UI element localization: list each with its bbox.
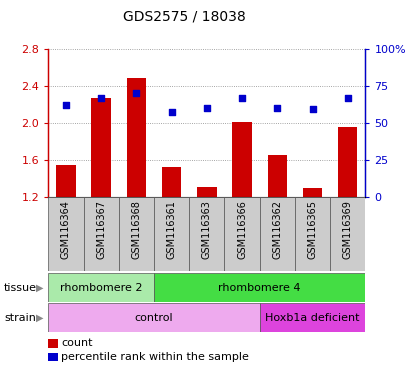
Text: GSM116365: GSM116365 <box>307 200 318 259</box>
Bar <box>48 273 154 302</box>
Bar <box>303 188 322 197</box>
Text: GSM116363: GSM116363 <box>202 200 212 259</box>
Bar <box>154 273 365 302</box>
Text: rhombomere 4: rhombomere 4 <box>218 283 301 293</box>
Text: rhombomere 2: rhombomere 2 <box>60 283 142 293</box>
Point <box>309 106 316 113</box>
Point <box>239 94 245 101</box>
Bar <box>56 165 76 197</box>
Text: GSM116366: GSM116366 <box>237 200 247 259</box>
Bar <box>162 167 181 197</box>
Point <box>63 102 69 108</box>
Bar <box>260 303 365 332</box>
Bar <box>189 197 224 271</box>
Text: strain: strain <box>4 313 36 323</box>
Point <box>133 90 140 96</box>
Bar <box>127 78 146 197</box>
Text: GSM116362: GSM116362 <box>272 200 282 259</box>
Bar <box>330 197 365 271</box>
Point <box>274 105 281 111</box>
Point <box>98 94 105 101</box>
Text: percentile rank within the sample: percentile rank within the sample <box>61 352 249 362</box>
Bar <box>154 197 189 271</box>
Bar <box>197 187 217 197</box>
Point <box>203 105 210 111</box>
Bar <box>119 197 154 271</box>
Text: ▶: ▶ <box>36 283 43 293</box>
Bar <box>268 155 287 197</box>
Bar <box>224 197 260 271</box>
Bar <box>84 197 119 271</box>
Bar <box>232 122 252 197</box>
Text: GSM116369: GSM116369 <box>343 200 353 259</box>
Text: GSM116361: GSM116361 <box>167 200 177 259</box>
Text: Hoxb1a deficient: Hoxb1a deficient <box>265 313 360 323</box>
Bar <box>338 127 357 197</box>
Text: control: control <box>135 313 173 323</box>
Bar <box>295 197 330 271</box>
Point <box>344 94 351 101</box>
Bar <box>92 98 111 197</box>
Text: GSM116364: GSM116364 <box>61 200 71 259</box>
Text: ▶: ▶ <box>36 313 43 323</box>
Text: GSM116368: GSM116368 <box>131 200 142 259</box>
Bar <box>260 197 295 271</box>
Bar <box>48 303 260 332</box>
Text: tissue: tissue <box>4 283 37 293</box>
Bar <box>48 197 84 271</box>
Point <box>168 109 175 116</box>
Text: count: count <box>61 338 92 348</box>
Text: GSM116367: GSM116367 <box>96 200 106 259</box>
Text: GDS2575 / 18038: GDS2575 / 18038 <box>123 10 246 23</box>
